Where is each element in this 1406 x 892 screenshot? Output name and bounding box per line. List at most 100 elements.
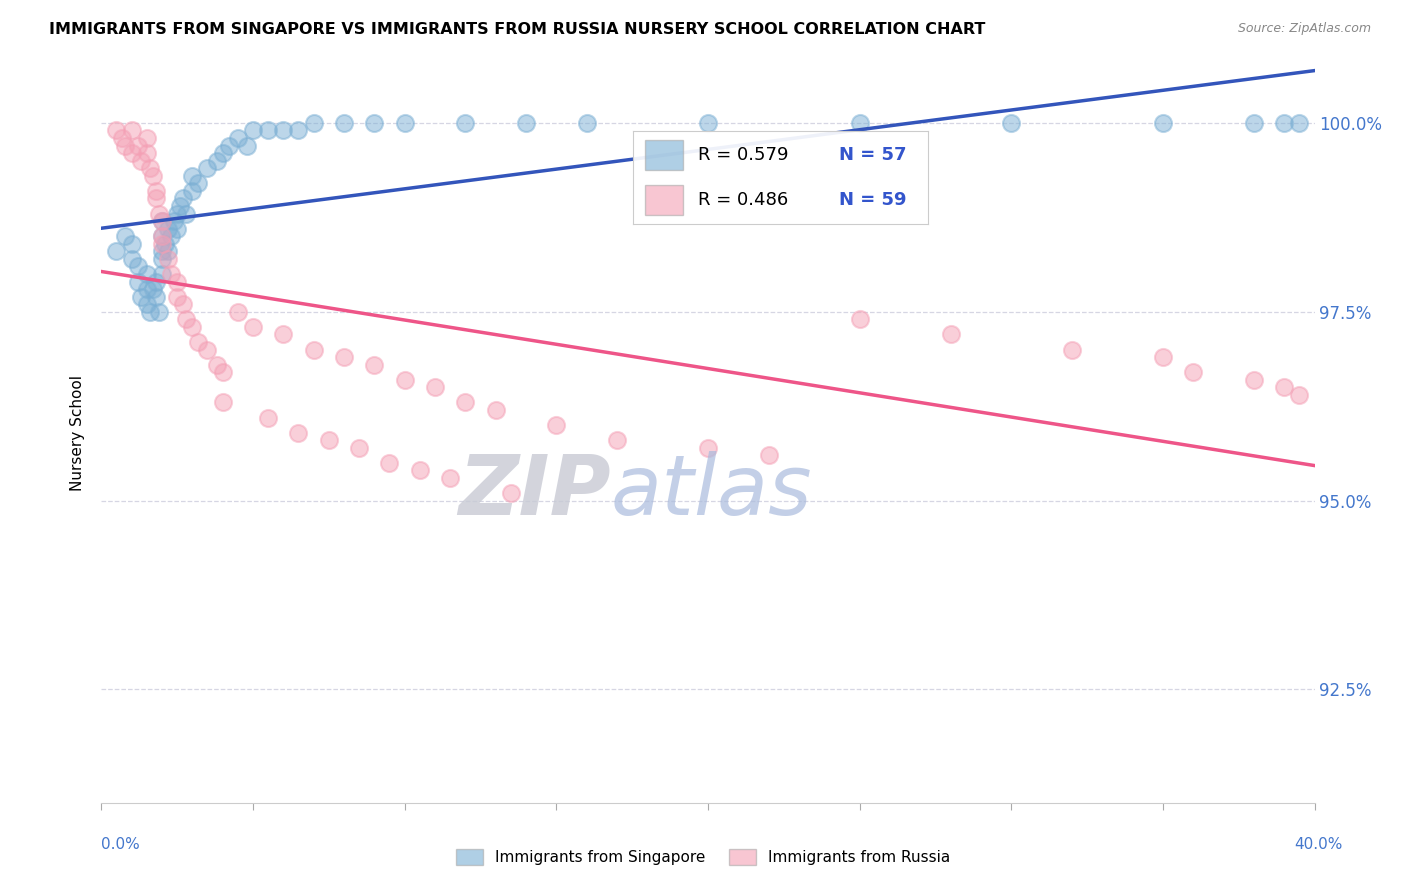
Point [150,244,173,259]
Text: atlas: atlas [610,451,813,533]
Point [142,169,165,183]
Point [111,131,134,145]
Point [135,131,157,145]
Point [939,327,962,342]
Point [302,116,325,130]
Point [236,138,259,153]
Legend: Immigrants from Singapore, Immigrants from Russia: Immigrants from Singapore, Immigrants fr… [450,843,956,871]
Point [142,282,165,296]
Point [1288,388,1310,402]
Point [287,123,309,137]
Text: Source: ZipAtlas.com: Source: ZipAtlas.com [1237,22,1371,36]
Point [363,116,385,130]
Text: IMMIGRANTS FROM SINGAPORE VS IMMIGRANTS FROM RUSSIA NURSERY SCHOOL CORRELATION C: IMMIGRANTS FROM SINGAPORE VS IMMIGRANTS … [49,22,986,37]
Point [1060,343,1083,357]
Point [148,206,170,220]
Point [333,350,356,364]
Point [105,123,128,137]
Point [197,161,219,176]
Point [546,418,568,433]
Point [145,191,167,205]
Point [1243,373,1265,387]
Point [848,312,870,326]
Point [121,252,143,266]
Point [1152,116,1174,130]
Point [135,267,157,281]
Point [302,343,325,357]
Point [181,184,204,198]
Point [135,297,157,311]
Point [174,206,197,220]
Point [166,221,188,235]
Point [135,146,157,161]
Point [121,146,143,161]
Point [121,236,143,251]
Point [1000,116,1022,130]
Point [166,290,188,304]
Point [127,138,149,153]
Point [257,410,280,425]
Point [166,206,188,220]
Point [181,169,204,183]
Point [150,252,173,266]
Point [1243,116,1265,130]
Point [174,312,197,326]
Point [150,236,173,251]
Point [454,395,477,409]
Point [606,433,628,447]
Point [211,146,233,161]
Point [347,441,370,455]
Point [454,116,477,130]
Point [156,252,179,266]
Point [409,463,432,477]
Point [484,403,506,417]
Point [1272,380,1295,394]
Point [172,297,194,311]
Point [242,319,264,334]
Point [575,116,598,130]
Point [205,358,228,372]
Point [1272,116,1295,130]
Point [181,319,204,334]
Point [287,425,309,440]
Point [150,214,173,228]
Point [226,304,249,318]
Point [499,486,522,500]
Point [150,214,173,228]
Text: R = 0.486: R = 0.486 [699,191,789,209]
Point [127,275,149,289]
Point [439,471,461,485]
Point [187,334,209,349]
Point [1288,116,1310,130]
Point [226,131,249,145]
Point [135,282,157,296]
Point [218,138,240,153]
Point [423,380,446,394]
Point [318,433,340,447]
Point [160,229,183,244]
Point [105,244,128,259]
Point [139,161,162,176]
Point [242,123,264,137]
Point [197,343,219,357]
Point [156,244,179,259]
Text: R = 0.579: R = 0.579 [699,146,789,164]
Point [163,214,186,228]
Point [172,191,194,205]
Point [166,275,188,289]
Point [160,267,183,281]
Text: N = 59: N = 59 [839,191,907,209]
Point [121,123,143,137]
Point [169,199,191,213]
Point [697,441,720,455]
Point [257,123,280,137]
Bar [645,185,683,215]
Text: 40.0%: 40.0% [1295,838,1343,852]
Point [145,184,167,198]
Point [129,290,152,304]
Point [129,153,152,168]
Point [156,221,179,235]
Point [114,229,136,244]
Point [205,153,228,168]
Point [515,116,537,130]
